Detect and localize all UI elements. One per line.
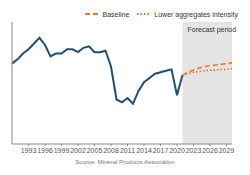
svg-text:2029: 2029 — [219, 147, 235, 154]
html-text:Lower aggregates intensity: Lower aggregates intensity — [154, 10, 238, 18]
svg-text:2023: 2023 — [186, 147, 202, 154]
svg-text:2005: 2005 — [87, 147, 103, 154]
svg-text:2002: 2002 — [70, 147, 86, 154]
svg-text:Forecast period: Forecast period — [188, 26, 237, 34]
html-text:Baseline: Baseline — [102, 10, 130, 18]
svg-text:1993: 1993 — [21, 147, 37, 154]
svg-text:2026: 2026 — [202, 147, 218, 154]
svg-text:2011: 2011 — [120, 147, 135, 154]
svg-text:2020: 2020 — [169, 147, 185, 154]
svg-text:2014: 2014 — [136, 147, 152, 154]
svg-text:2017: 2017 — [153, 147, 169, 154]
svg-text:1996: 1996 — [37, 147, 53, 154]
svg-text:2008: 2008 — [103, 147, 119, 154]
svg-text:1999: 1999 — [54, 147, 70, 154]
html-text:Source: Mineral Products Assoc: Source: Mineral Products Association — [75, 159, 175, 165]
